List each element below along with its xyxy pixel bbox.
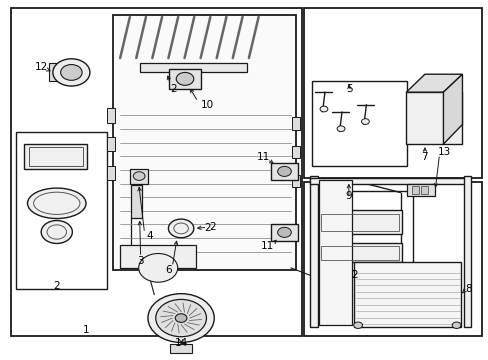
Circle shape [61, 64, 82, 80]
Bar [120, 244, 195, 268]
Bar [271, 224, 298, 241]
Bar [463, 176, 470, 327]
Ellipse shape [27, 188, 86, 219]
Bar [292, 146, 300, 158]
Text: 2: 2 [204, 224, 211, 233]
Bar [320, 246, 398, 260]
Circle shape [168, 219, 193, 238]
Bar [113, 15, 295, 270]
Polygon shape [406, 74, 462, 92]
Text: 9: 9 [345, 191, 351, 201]
Circle shape [41, 221, 72, 243]
Bar [292, 175, 300, 187]
Circle shape [175, 314, 186, 322]
Polygon shape [443, 74, 462, 144]
Text: 2: 2 [53, 281, 60, 291]
Text: 11: 11 [256, 152, 269, 162]
Bar [29, 147, 82, 166]
Bar [107, 166, 115, 180]
Bar [406, 184, 434, 196]
Bar [271, 163, 298, 180]
Text: 12: 12 [35, 62, 48, 72]
Bar [310, 178, 468, 184]
Bar [140, 63, 246, 72]
Bar [128, 19, 257, 96]
Circle shape [353, 322, 362, 328]
Bar [304, 8, 482, 178]
Text: 2: 2 [170, 84, 177, 94]
Bar [420, 186, 427, 194]
Text: 14: 14 [174, 338, 187, 348]
Bar [406, 92, 462, 144]
Bar [170, 344, 191, 353]
Bar [316, 211, 401, 234]
Circle shape [320, 106, 327, 112]
Bar [168, 69, 200, 89]
Circle shape [361, 119, 368, 125]
Circle shape [277, 166, 291, 176]
Text: 7: 7 [421, 152, 427, 162]
Circle shape [277, 227, 291, 237]
Text: 1: 1 [82, 325, 89, 335]
Text: 10: 10 [200, 100, 213, 110]
Text: 2: 2 [209, 222, 216, 231]
Circle shape [451, 322, 460, 328]
Bar [107, 108, 115, 123]
Bar [292, 117, 300, 130]
Text: 6: 6 [165, 265, 172, 275]
Bar [310, 176, 317, 327]
Bar [311, 81, 406, 166]
Bar [411, 186, 418, 194]
Bar [16, 132, 106, 289]
Bar [130, 168, 148, 184]
Circle shape [53, 59, 90, 86]
Text: 2: 2 [350, 270, 357, 280]
Bar [316, 243, 401, 262]
Bar [49, 63, 61, 81]
Circle shape [139, 253, 177, 282]
Bar [131, 185, 142, 218]
Text: 4: 4 [146, 231, 152, 240]
Circle shape [176, 72, 193, 85]
Text: 3: 3 [137, 256, 143, 266]
Bar [24, 144, 87, 169]
Polygon shape [318, 180, 351, 325]
Circle shape [156, 300, 206, 337]
Text: 13: 13 [437, 147, 450, 157]
Bar [304, 182, 482, 336]
Bar [320, 214, 398, 231]
Circle shape [133, 172, 145, 180]
Text: 8: 8 [465, 284, 471, 294]
Bar [353, 262, 461, 327]
Text: 11: 11 [261, 241, 274, 251]
Bar [11, 8, 301, 336]
Bar [107, 137, 115, 151]
Circle shape [148, 294, 214, 342]
Bar [310, 191, 412, 270]
Text: 5: 5 [346, 84, 352, 94]
Circle shape [336, 126, 344, 132]
